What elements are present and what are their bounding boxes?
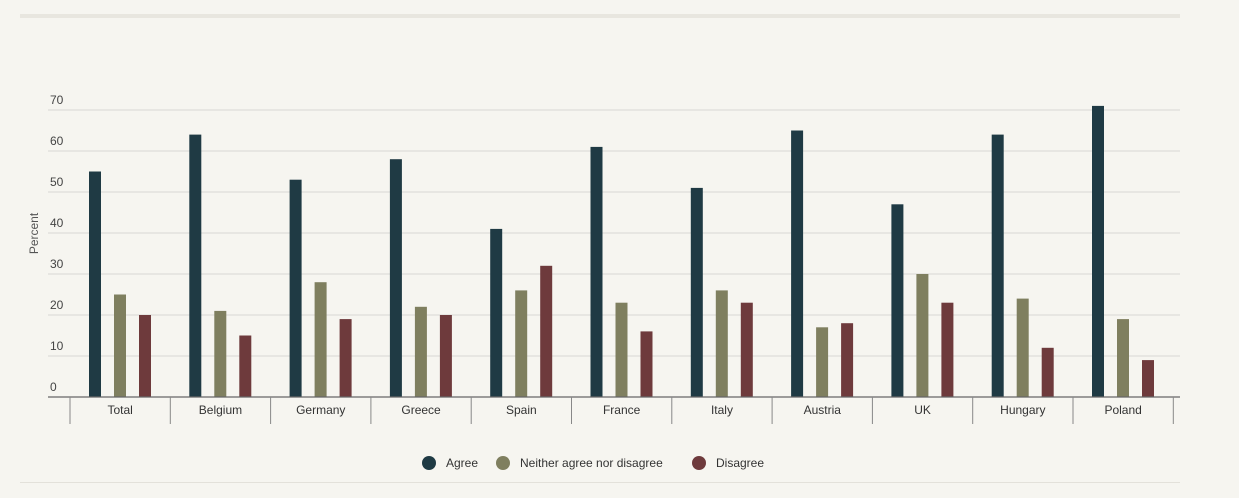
y-tick-label: 70 bbox=[50, 93, 64, 107]
bar-neither-agree-nor-disagree-austria bbox=[816, 327, 829, 397]
bars bbox=[89, 105, 1154, 398]
bar-neither-agree-nor-disagree-hungary bbox=[1016, 298, 1029, 397]
y-tick-label: 30 bbox=[50, 257, 64, 271]
bar-agree-spain bbox=[490, 228, 503, 397]
y-tick-label: 10 bbox=[50, 339, 64, 353]
bar-neither-agree-nor-disagree-italy bbox=[715, 290, 728, 397]
category-label: Greece bbox=[401, 403, 441, 417]
y-tick-labels: 0 10 20 30 40 50 60 70 bbox=[50, 93, 64, 394]
bar-agree-greece bbox=[389, 159, 402, 397]
y-tick-label: 20 bbox=[50, 298, 64, 312]
bar-agree-germany bbox=[289, 179, 302, 397]
category-label: Hungary bbox=[1000, 403, 1045, 417]
bar-neither-agree-nor-disagree-germany bbox=[314, 282, 327, 397]
bar-disagree-belgium bbox=[239, 335, 252, 397]
legend: Agree Neither agree nor disagree Disagree bbox=[422, 456, 764, 470]
bar-disagree-spain bbox=[540, 265, 553, 397]
category-label: Belgium bbox=[199, 403, 242, 417]
x-axis bbox=[48, 396, 1180, 424]
category-label: Germany bbox=[296, 403, 345, 417]
bar-neither-agree-nor-disagree-greece bbox=[414, 306, 427, 397]
category-label: Poland bbox=[1104, 403, 1141, 417]
category-label: Total bbox=[107, 403, 132, 417]
bar-agree-poland bbox=[1092, 105, 1104, 398]
top-border-line bbox=[20, 14, 1180, 18]
bar-disagree-hungary bbox=[1041, 347, 1054, 397]
bar-agree-belgium bbox=[189, 134, 202, 397]
bar-disagree-italy bbox=[740, 302, 753, 397]
y-axis-title: Percent bbox=[27, 212, 41, 254]
legend-label: Neither agree nor disagree bbox=[520, 456, 663, 470]
bar-agree-total bbox=[89, 171, 101, 397]
category-labels: Total Belgium Germany Greece Spain France Ital… bbox=[107, 403, 1141, 417]
bar-agree-italy bbox=[690, 187, 703, 397]
legend-swatch bbox=[692, 456, 706, 470]
bar-agree-uk bbox=[891, 204, 904, 397]
bar-neither-agree-nor-disagree-spain bbox=[515, 290, 528, 397]
category-label: Austria bbox=[804, 403, 842, 417]
bar-neither-agree-nor-disagree-belgium bbox=[214, 310, 227, 397]
bar-agree-austria bbox=[791, 130, 804, 397]
y-tick-label: 60 bbox=[50, 134, 64, 148]
bottom-border-line bbox=[20, 482, 1180, 483]
bar-disagree-total bbox=[139, 315, 151, 397]
category-label: UK bbox=[914, 403, 931, 417]
bar-agree-hungary bbox=[991, 134, 1004, 397]
legend-label: Disagree bbox=[716, 456, 764, 470]
bar-neither-agree-nor-disagree-total bbox=[114, 294, 126, 397]
bar-agree-france bbox=[590, 146, 603, 397]
bar-neither-agree-nor-disagree-uk bbox=[916, 274, 929, 397]
y-tick-label: 40 bbox=[50, 216, 64, 230]
gridlines bbox=[48, 109, 1180, 357]
bar-disagree-france bbox=[640, 331, 653, 397]
bar-disagree-greece bbox=[439, 315, 452, 397]
y-tick-label: 50 bbox=[50, 175, 64, 189]
bar-neither-agree-nor-disagree-france bbox=[615, 302, 628, 397]
bar-disagree-uk bbox=[941, 302, 954, 397]
category-label: Spain bbox=[506, 403, 537, 417]
bar-disagree-austria bbox=[841, 323, 854, 397]
bar-disagree-germany bbox=[339, 319, 352, 397]
category-label: Italy bbox=[711, 403, 733, 417]
bar-disagree-poland bbox=[1142, 360, 1154, 397]
y-tick-label: 0 bbox=[50, 380, 57, 394]
legend-swatch bbox=[496, 456, 510, 470]
bar-neither-agree-nor-disagree-poland bbox=[1117, 319, 1129, 397]
legend-label: Agree bbox=[446, 456, 478, 470]
category-label: France bbox=[603, 403, 641, 417]
legend-swatch bbox=[422, 456, 436, 470]
